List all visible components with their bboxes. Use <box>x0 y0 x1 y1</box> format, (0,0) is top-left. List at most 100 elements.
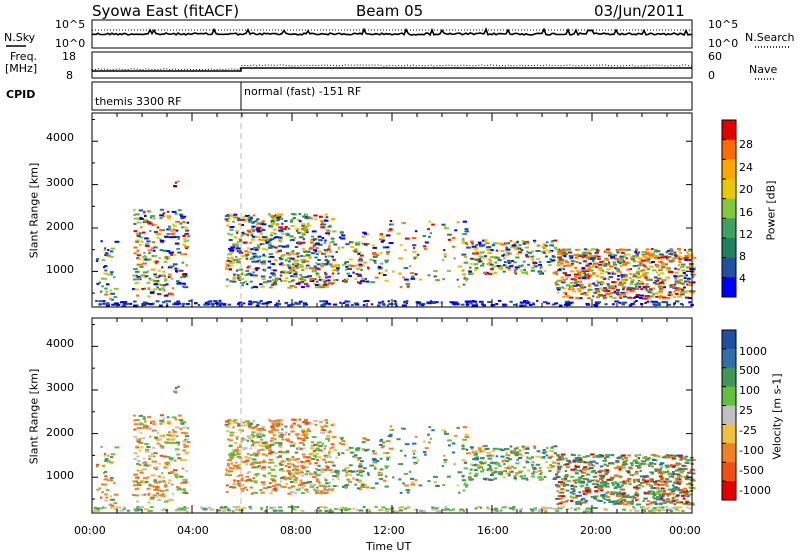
velocity-data-cell <box>182 491 187 494</box>
velocity-data-cell <box>501 460 505 463</box>
power-data-cell <box>98 300 104 303</box>
velocity-data-cell <box>309 452 315 455</box>
velocity-data-cell <box>609 500 614 503</box>
velocity-data-cell <box>143 416 146 419</box>
velocity-data-cell <box>502 476 506 479</box>
power-data-cell <box>288 272 292 274</box>
power-data-cell <box>456 278 459 281</box>
velocity-data-cell <box>269 492 273 495</box>
velocity-data-cell <box>475 458 479 461</box>
power-data-cell <box>138 236 144 239</box>
power-data-cell <box>225 264 230 267</box>
power-data-cell <box>102 277 108 280</box>
power-data-cell <box>301 268 305 271</box>
power-data-cell <box>549 244 554 247</box>
velocity-data-cell <box>173 390 177 393</box>
power-data-cell <box>569 257 574 260</box>
velocity-data-cell <box>147 501 151 504</box>
velocity-data-cell <box>556 454 560 457</box>
velocity-data-cell <box>274 441 280 444</box>
velocity-data-cell <box>646 507 650 510</box>
velocity-data-cell <box>484 448 488 450</box>
power-data-cell <box>298 220 302 223</box>
power-data-cell <box>646 268 651 271</box>
velocity-data-cell <box>135 476 140 479</box>
velocity-data-cell <box>669 500 673 503</box>
power-data-cell <box>665 256 669 259</box>
power-data-cell <box>266 280 272 283</box>
power-data-cell <box>393 300 397 303</box>
velocity-data-cell <box>323 487 327 490</box>
power-data-cell <box>565 249 569 252</box>
velocity-data-cell <box>552 478 557 480</box>
velocity-data-cell <box>301 428 306 431</box>
velocity-data-cell <box>569 495 573 498</box>
power-data-cell <box>592 295 595 298</box>
power-data-cell <box>358 265 363 268</box>
power-data-cell <box>347 300 351 303</box>
power-data-cell <box>245 214 250 217</box>
power-data-cell <box>146 219 149 222</box>
velocity-data-cell <box>667 456 671 459</box>
power-data-cell <box>580 268 586 271</box>
velocity-data-cell <box>463 483 469 486</box>
power-data-cell <box>677 264 681 267</box>
power-data-cell <box>647 296 651 299</box>
power-data-cell <box>167 257 171 259</box>
power-data-cell <box>670 254 674 257</box>
power-data-cell <box>247 219 252 222</box>
velocity-data-cell <box>548 506 553 509</box>
velocity-data-cell <box>600 481 603 484</box>
velocity-data-cell <box>678 489 682 492</box>
velocity-data-cell <box>653 497 657 500</box>
power-data-cell <box>300 277 305 280</box>
power-data-cell <box>335 268 340 271</box>
power-data-cell <box>641 269 645 272</box>
velocity-data-cell <box>530 456 534 459</box>
velocity-data-cell <box>150 474 156 477</box>
power-data-cell <box>550 241 554 244</box>
power-data-cell <box>607 261 610 264</box>
velocity-data-cell <box>482 478 487 480</box>
velocity-data-cell <box>162 455 167 458</box>
power-data-cell <box>268 301 272 303</box>
velocity-data-cell <box>685 478 690 481</box>
velocity-data-cell <box>269 443 275 446</box>
power-data-cell <box>281 254 286 256</box>
power-data-cell <box>225 266 229 269</box>
velocity-data-cell <box>660 487 665 490</box>
power-data-cell <box>356 281 360 284</box>
power-data-cell <box>218 302 223 305</box>
velocity-data-cell <box>93 506 96 509</box>
velocity-data-cell <box>578 481 581 483</box>
power-ytick-3000: 3000 <box>46 176 74 189</box>
velocity-data-cell <box>628 466 632 469</box>
velocity-data-cell <box>575 501 579 503</box>
velocity-data-cell <box>667 473 670 475</box>
power-data-cell <box>274 259 278 262</box>
velocity-data-cell <box>680 501 683 504</box>
velocity-data-cell <box>666 454 669 456</box>
power-data-cell <box>289 220 293 223</box>
velocity-data-cell <box>148 483 152 486</box>
power-data-cell <box>132 274 136 277</box>
power-data-cell <box>580 269 583 272</box>
velocity-data-cell <box>328 481 331 484</box>
power-data-cell <box>369 258 375 261</box>
velocity-data-cell <box>651 465 654 468</box>
velocity-data-cell <box>186 506 190 509</box>
power-data-cell <box>324 219 329 222</box>
velocity-data-cell <box>343 509 349 511</box>
power-data-cell <box>684 249 686 251</box>
power-data-cell <box>556 287 561 289</box>
velocity-data-cell <box>270 425 275 428</box>
power-data-cell <box>594 292 597 295</box>
power-data-cell <box>623 273 627 276</box>
velocity-data-cell <box>199 506 204 509</box>
velocity-data-cell <box>269 420 274 423</box>
power-data-cell <box>576 283 580 286</box>
velocity-data-cell <box>149 435 152 438</box>
velocity-data-cell <box>380 446 384 449</box>
power-data-cell <box>672 257 675 260</box>
power-data-cell <box>657 291 662 294</box>
